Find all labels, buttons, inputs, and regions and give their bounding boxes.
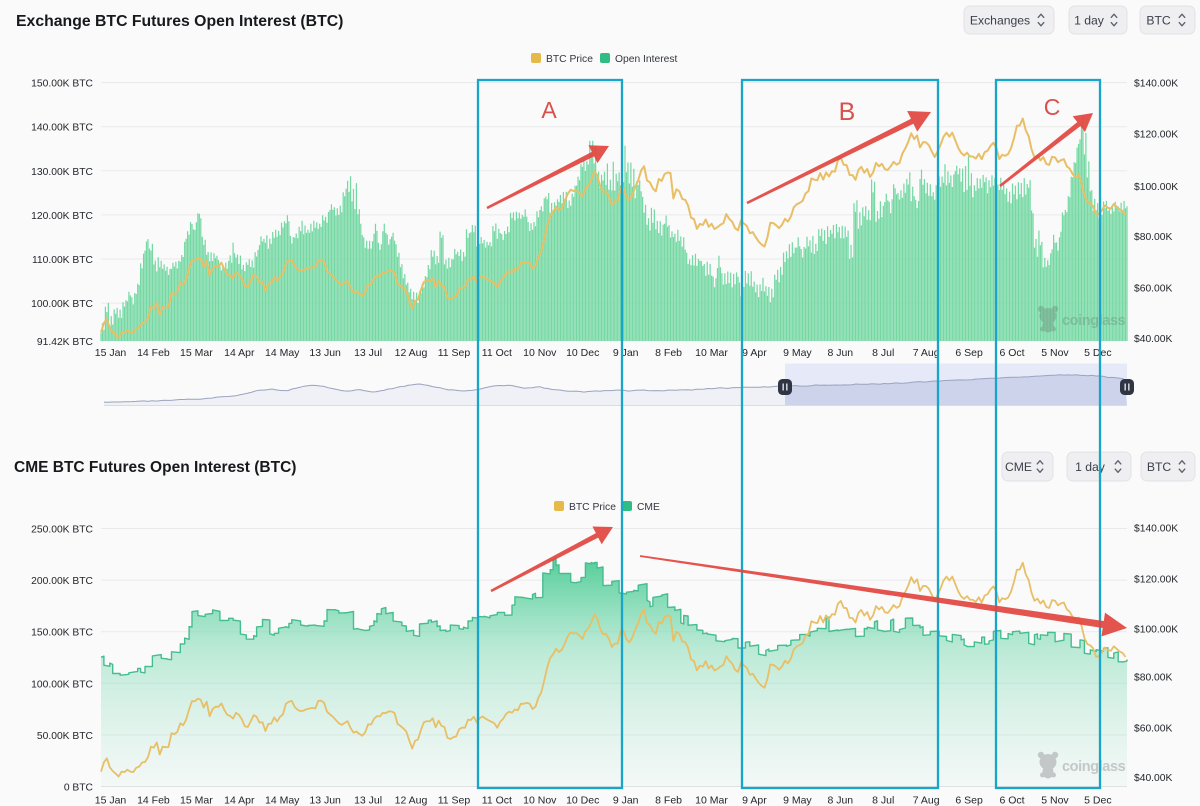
svg-text:15 Mar: 15 Mar (180, 347, 213, 359)
svg-text:13 Jun: 13 Jun (309, 795, 341, 806)
svg-text:8 Jul: 8 Jul (872, 347, 894, 359)
svg-text:$60.00K: $60.00K (1134, 284, 1172, 295)
svg-text:coinglass: coinglass (1062, 313, 1126, 329)
svg-text:100.00K BTC: 100.00K BTC (31, 299, 93, 310)
svg-text:15 Jan: 15 Jan (95, 795, 127, 806)
svg-text:6 Oct: 6 Oct (999, 795, 1024, 806)
svg-text:1 day: 1 day (1074, 14, 1105, 28)
svg-text:10 Nov: 10 Nov (523, 347, 557, 359)
svg-text:15 Mar: 15 Mar (180, 795, 213, 806)
svg-text:10 Dec: 10 Dec (566, 347, 599, 359)
svg-text:14 May: 14 May (265, 347, 300, 359)
svg-text:7 Aug: 7 Aug (913, 347, 940, 359)
svg-text:200.00K BTC: 200.00K BTC (31, 576, 93, 587)
svg-text:$120.00K: $120.00K (1134, 575, 1178, 586)
svg-text:$40.00K: $40.00K (1134, 773, 1172, 784)
svg-text:11 Oct: 11 Oct (482, 795, 512, 806)
svg-text:13 Jun: 13 Jun (309, 347, 341, 359)
svg-text:$100.00K: $100.00K (1134, 182, 1178, 193)
svg-text:5 Dec: 5 Dec (1084, 795, 1111, 806)
svg-text:14 Apr: 14 Apr (224, 795, 255, 806)
svg-text:12 Aug: 12 Aug (395, 795, 428, 806)
svg-text:BTC Price: BTC Price (546, 54, 593, 65)
svg-text:120.00K BTC: 120.00K BTC (31, 211, 93, 222)
svg-text:6 Oct: 6 Oct (999, 347, 1024, 359)
svg-text:15 Jan: 15 Jan (95, 347, 127, 359)
svg-text:CME BTC Futures Open Interest: CME BTC Futures Open Interest (BTC) (14, 459, 296, 476)
svg-text:8 Feb: 8 Feb (655, 795, 682, 806)
svg-text:8 Jun: 8 Jun (827, 795, 853, 806)
svg-text:A: A (541, 97, 557, 123)
svg-text:11 Sep: 11 Sep (438, 347, 471, 359)
svg-text:BTC: BTC (1147, 460, 1172, 474)
svg-text:50.00K BTC: 50.00K BTC (37, 731, 94, 742)
svg-text:7 Aug: 7 Aug (913, 795, 940, 806)
svg-text:$80.00K: $80.00K (1134, 232, 1172, 243)
svg-text:150.00K BTC: 150.00K BTC (31, 628, 93, 639)
svg-text:$40.00K: $40.00K (1134, 334, 1172, 345)
svg-text:10 Mar: 10 Mar (695, 795, 728, 806)
svg-text:9 May: 9 May (783, 347, 812, 359)
svg-text:9 Jan: 9 Jan (613, 795, 639, 806)
svg-text:1 day: 1 day (1075, 460, 1106, 474)
svg-text:9 Apr: 9 Apr (742, 347, 767, 359)
svg-text:150.00K BTC: 150.00K BTC (31, 79, 93, 90)
svg-text:$140.00K: $140.00K (1134, 79, 1178, 90)
svg-text:6 Sep: 6 Sep (955, 795, 983, 806)
svg-text:$60.00K: $60.00K (1134, 724, 1172, 735)
svg-text:C: C (1044, 94, 1061, 120)
svg-text:11 Oct: 11 Oct (482, 347, 512, 359)
svg-text:130.00K BTC: 130.00K BTC (31, 167, 93, 178)
svg-text:$120.00K: $120.00K (1134, 130, 1178, 141)
svg-text:BTC: BTC (1146, 14, 1171, 28)
svg-text:8 Jun: 8 Jun (827, 347, 853, 359)
svg-text:14 Apr: 14 Apr (224, 347, 255, 359)
svg-text:91.42K BTC: 91.42K BTC (37, 337, 94, 348)
svg-text:13 Jul: 13 Jul (354, 795, 382, 806)
svg-text:14 May: 14 May (265, 795, 300, 806)
svg-text:100.00K BTC: 100.00K BTC (31, 679, 93, 690)
svg-text:10 Dec: 10 Dec (566, 795, 599, 806)
svg-text:14 Feb: 14 Feb (137, 795, 170, 806)
svg-text:9 May: 9 May (783, 795, 812, 806)
svg-text:9 Apr: 9 Apr (742, 795, 767, 806)
svg-text:12 Aug: 12 Aug (395, 347, 428, 359)
svg-text:Open Interest: Open Interest (615, 54, 678, 65)
svg-text:5 Nov: 5 Nov (1041, 795, 1069, 806)
svg-text:8 Feb: 8 Feb (655, 347, 682, 359)
svg-text:BTC Price: BTC Price (569, 502, 616, 513)
svg-text:110.00K BTC: 110.00K BTC (32, 255, 94, 266)
svg-text:250.00K BTC: 250.00K BTC (31, 525, 93, 536)
svg-text:8 Jul: 8 Jul (872, 795, 894, 806)
svg-text:140.00K BTC: 140.00K BTC (31, 123, 93, 134)
svg-text:B: B (839, 98, 856, 126)
svg-text:10 Nov: 10 Nov (523, 795, 557, 806)
svg-text:0 BTC: 0 BTC (64, 783, 94, 794)
svg-text:CME: CME (637, 502, 660, 513)
svg-text:6 Sep: 6 Sep (955, 347, 983, 359)
svg-text:$80.00K: $80.00K (1134, 673, 1172, 684)
svg-text:5 Dec: 5 Dec (1084, 347, 1111, 359)
svg-text:14 Feb: 14 Feb (137, 347, 170, 359)
svg-text:Exchange BTC Futures Open Inte: Exchange BTC Futures Open Interest (BTC) (16, 13, 343, 30)
svg-text:9 Jan: 9 Jan (613, 347, 639, 359)
svg-text:5 Nov: 5 Nov (1041, 347, 1069, 359)
svg-text:$100.00K: $100.00K (1134, 624, 1178, 635)
svg-text:10 Mar: 10 Mar (695, 347, 728, 359)
svg-text:13 Jul: 13 Jul (354, 347, 382, 359)
svg-text:11 Sep: 11 Sep (438, 795, 471, 806)
svg-text:Exchanges: Exchanges (970, 14, 1030, 28)
svg-text:CME: CME (1005, 460, 1032, 474)
svg-text:$140.00K: $140.00K (1134, 524, 1178, 535)
svg-text:coinglass: coinglass (1062, 759, 1126, 775)
